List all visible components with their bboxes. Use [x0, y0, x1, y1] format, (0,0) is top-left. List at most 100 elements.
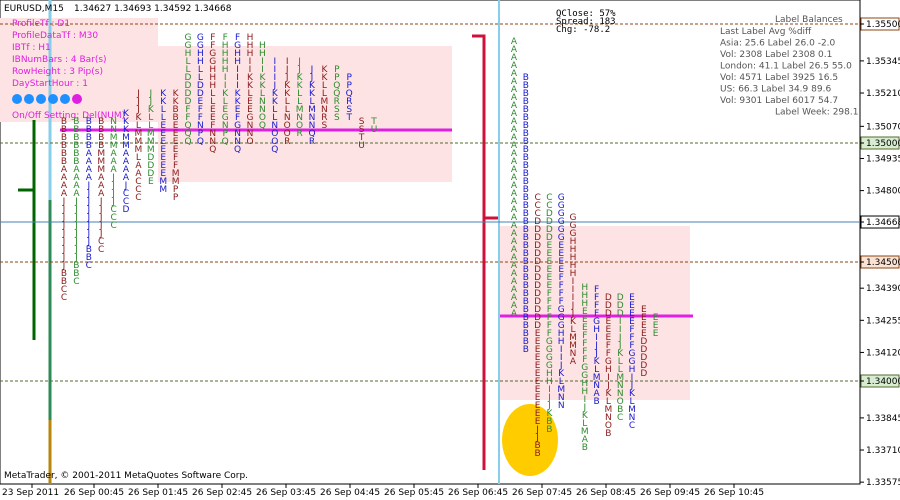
profile-letter: N — [593, 381, 600, 391]
profile-letter: A — [73, 181, 80, 191]
profile-letter: H — [185, 49, 192, 59]
profile-letter: E — [210, 105, 216, 115]
profile-letter: J — [62, 245, 66, 255]
profile-letter: B — [61, 157, 67, 167]
setting-button — [36, 94, 46, 104]
profile-letter: L — [272, 113, 277, 123]
profile-letter: S — [322, 121, 328, 131]
profile-letter: L — [210, 97, 215, 107]
profile-letter: J — [62, 253, 66, 263]
profile-letter: N — [558, 393, 565, 403]
profile-letter: D — [185, 73, 192, 83]
profile-letter: F — [547, 321, 552, 331]
profile-letter: C — [135, 185, 141, 195]
profile-letter: F — [582, 355, 587, 365]
profile-letter: H — [558, 329, 565, 339]
profile-letter: J — [571, 309, 575, 319]
price-label: 1.34120 — [866, 348, 900, 358]
profile-letter: E — [235, 105, 241, 115]
profile-letter: H — [546, 369, 553, 379]
profile-letter: A — [86, 173, 93, 183]
profile-letter: M — [172, 169, 180, 179]
profile-letter: J — [99, 213, 103, 223]
profile-letter: N — [110, 117, 117, 127]
profile-letter: O — [246, 137, 253, 147]
profile-letter: E — [160, 169, 166, 179]
time-label: 26 Sep 02:45 — [192, 488, 252, 498]
profile-letter: E — [653, 321, 659, 331]
profile-letter: N — [234, 137, 241, 147]
profile-letter: A — [511, 213, 518, 223]
stat: Chg: -78.2 — [556, 25, 610, 35]
profile-letter: D — [534, 265, 541, 275]
profile-letter: J — [62, 205, 66, 215]
profile-letter: J — [86, 181, 90, 191]
profile-letter: F — [559, 281, 564, 291]
profile-letter: B — [523, 321, 529, 331]
profile-letter: H — [581, 291, 588, 301]
price-label: 1.34255 — [866, 316, 900, 326]
profile-letter: H — [593, 325, 600, 335]
profile-letter: O — [605, 421, 612, 431]
profile-letter: L — [618, 365, 623, 375]
profile-letter: D — [640, 337, 647, 347]
profile-letter: J — [285, 65, 289, 75]
profile-letter: B — [523, 121, 529, 131]
profile-letter: A — [570, 357, 577, 367]
profile-letter: G — [558, 193, 565, 203]
profile-letter: E — [173, 145, 179, 155]
profile-letter: N — [247, 129, 254, 139]
profile-letter: L — [285, 105, 290, 115]
profile-letter: A — [511, 197, 518, 207]
value-area-right — [500, 226, 690, 400]
profile-letter: G — [197, 41, 204, 51]
profile-letter: B — [523, 201, 529, 211]
profile-letter: N — [558, 401, 565, 411]
profile-letter: G — [629, 349, 636, 359]
profile-letter: D — [534, 313, 541, 323]
profile-letter: N — [259, 97, 266, 107]
profile-letter: A — [86, 157, 93, 167]
profile-letter: G — [546, 361, 553, 371]
profile-letter: I — [236, 65, 239, 75]
profile-letter: B — [86, 125, 92, 135]
profile-letter: J — [136, 105, 140, 115]
profile-letter: Q — [184, 121, 191, 131]
profile-letter: E — [535, 385, 541, 395]
profile-letter: G — [546, 353, 553, 363]
profile-letter: K — [558, 369, 565, 379]
profile-letter: J — [74, 213, 78, 223]
profile-letter: D — [534, 289, 541, 299]
profile-letter: N — [197, 121, 204, 131]
profile-letter: L — [223, 97, 228, 107]
profile-letter: E — [173, 121, 179, 131]
profile-letter: Q — [184, 129, 191, 139]
profile-letter: K — [321, 65, 328, 75]
stat: Spread: 183 — [556, 17, 616, 27]
profile-letter: B — [523, 129, 529, 139]
profile-letter: H — [234, 57, 241, 67]
profile-letter: L — [148, 113, 153, 123]
profile-letter: D — [185, 81, 192, 91]
profile-letter: J — [582, 403, 586, 413]
profile-letter: J — [62, 261, 66, 271]
profile-letter: F — [594, 293, 599, 303]
profile-letter: I — [619, 317, 622, 327]
profile-letter: A — [511, 309, 518, 319]
profile-letter: D — [534, 249, 541, 259]
time-label: 26 Sep 08:45 — [576, 488, 636, 498]
time-label: 26 Sep 06:45 — [448, 488, 508, 498]
profile-letter: P — [198, 129, 204, 139]
profile-letter: B — [523, 161, 529, 171]
profile-letter: H — [570, 237, 577, 247]
profile-letter: M — [122, 133, 130, 143]
profile-letter: E — [547, 273, 553, 283]
profile-letter: F — [235, 33, 240, 43]
profile-letter: E — [641, 305, 647, 315]
profile-letter: H — [247, 41, 254, 51]
profile-letter: I — [249, 57, 252, 67]
profile-letter: A — [582, 435, 589, 445]
profile-letter: N — [110, 125, 117, 135]
profile-letter: B — [61, 125, 67, 135]
profile-letter: R — [309, 137, 315, 147]
